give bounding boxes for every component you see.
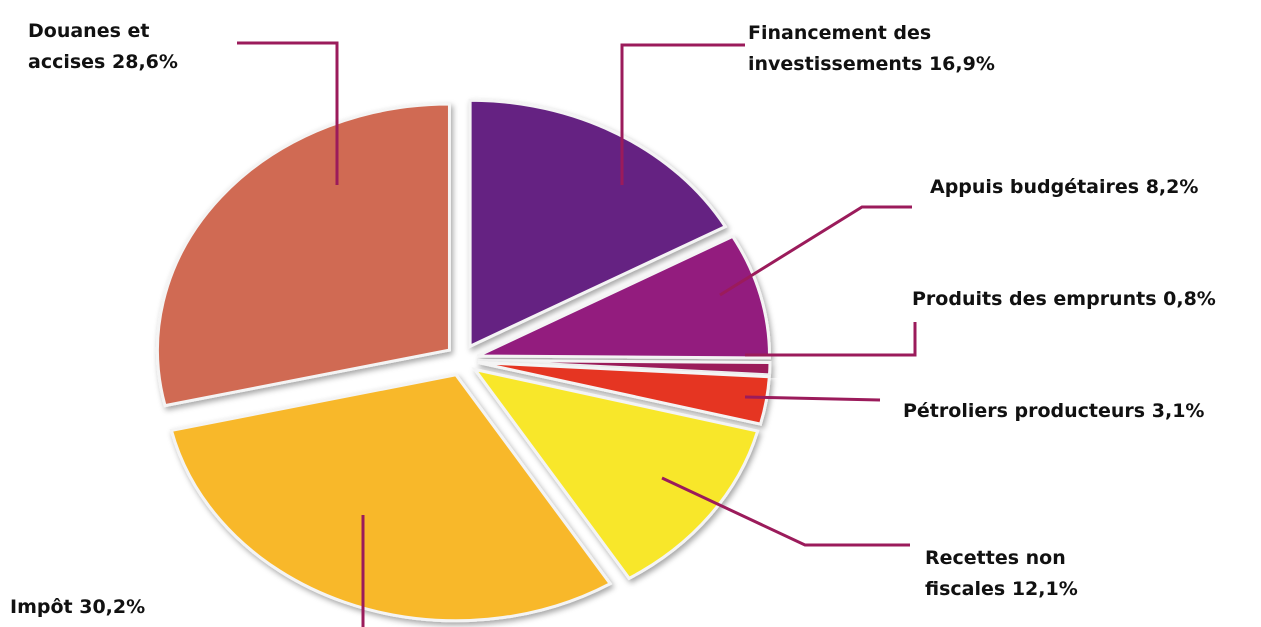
category-label: Appuis budgétaires xyxy=(930,176,1140,198)
value-label: 30,2% xyxy=(79,596,146,618)
value-label: 8,2% xyxy=(1145,176,1199,198)
leader-line xyxy=(620,43,745,185)
pie-slice xyxy=(468,98,728,349)
category-label: Produits des emprunts xyxy=(912,288,1157,310)
value-label: 12,1% xyxy=(1011,578,1078,600)
slice-label: Produits des emprunts 0,8% xyxy=(912,284,1216,315)
pie-slice xyxy=(477,359,772,377)
slice-label: Impôt 30,2% xyxy=(10,592,145,623)
leader-line xyxy=(719,205,912,297)
category-label: Douanes et accises xyxy=(28,20,150,73)
slice-label: Recettes non fiscales 12,1% xyxy=(925,543,1110,605)
pie-slice xyxy=(477,360,771,426)
value-label: 0,8% xyxy=(1163,288,1216,310)
slice-label: Douanes et accises 28,6% xyxy=(28,16,233,78)
category-label: Pétroliers producteurs xyxy=(903,400,1146,422)
leader-line xyxy=(744,395,881,402)
value-label: 28,6% xyxy=(112,51,178,73)
pie-slice xyxy=(471,367,760,581)
slice-label: Financement des investissements 16,9% xyxy=(748,18,1048,80)
value-label: 3,1% xyxy=(1151,400,1205,422)
slice-label: Appuis budgétaires 8,2% xyxy=(930,172,1198,203)
leader-line xyxy=(661,476,910,547)
leader-line xyxy=(745,322,917,357)
pie-slice xyxy=(476,234,771,360)
category-label: Recettes non fiscales xyxy=(925,547,1066,600)
category-label: Financement des investissements xyxy=(748,22,932,75)
pie-slice xyxy=(156,102,451,408)
value-label: 16,9% xyxy=(928,53,995,75)
slice-label: Pétroliers producteurs 3,1% xyxy=(903,396,1204,427)
category-label: Impôt xyxy=(10,596,73,618)
pie-slice xyxy=(169,373,613,623)
leader-line xyxy=(237,41,339,185)
